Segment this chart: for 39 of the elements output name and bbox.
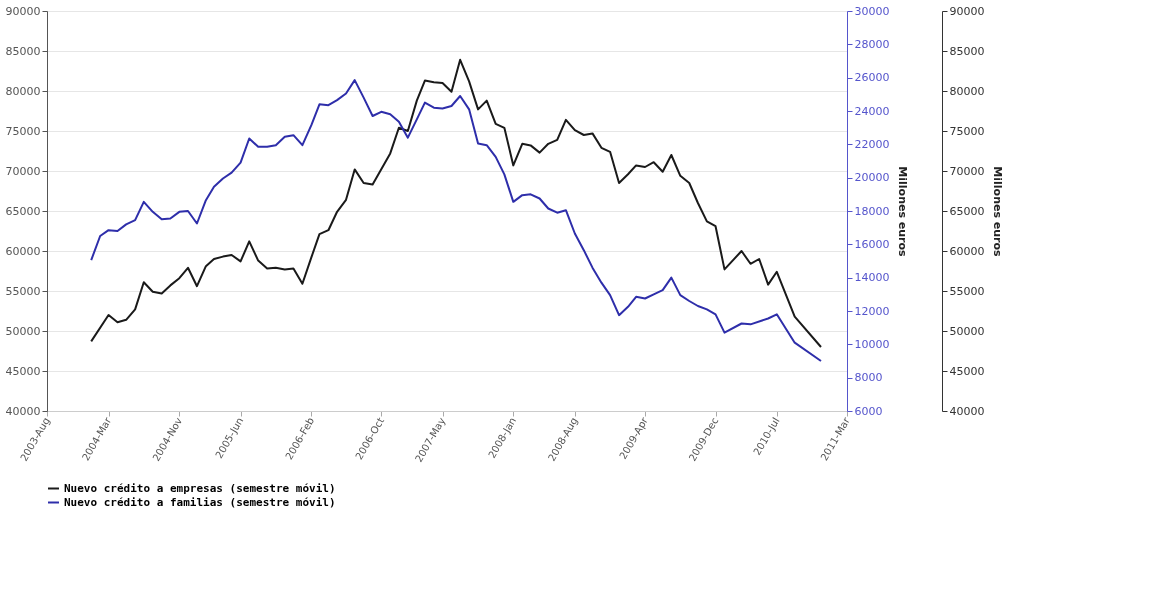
y2-tick-label: 75000 [949,124,985,138]
y3-tick-label: 24000 [854,104,890,118]
y2-tick-label: 60000 [949,244,985,258]
y2-tick-label: 65000 [949,204,985,218]
y3-tick-label: 8000 [854,371,883,385]
y3-tick-label: 28000 [854,37,890,51]
y2-tick-label: 90000 [949,4,985,18]
y2-tick-label: 85000 [949,44,985,58]
y3-tick-label: 12000 [854,304,890,318]
y3-tick-label: 22000 [854,137,890,151]
y2-tick-label: 50000 [949,324,985,338]
y3-tick-label: 16000 [854,237,890,251]
legend-label: Nuevo crédito a empresas (semestre móvil) [64,481,336,495]
legend-label: Nuevo crédito a familias (semestre móvil) [64,495,336,509]
y-tick-label: 75000 [5,124,41,138]
y-tick-label: 80000 [5,84,41,98]
y3-tick-label: 6000 [854,404,883,418]
y-tick-label: 50000 [5,324,41,338]
y-tick-label: 85000 [5,44,41,58]
y2-tick-label: 80000 [949,84,985,98]
y-tick-label: 70000 [5,164,41,178]
y3-tick-label: 10000 [854,337,890,351]
y-tick-label: 90000 [5,4,41,18]
y3-tick-label: 20000 [854,171,890,185]
y3-axis-title: Millones euros [896,166,910,258]
y-tick-label: 65000 [5,204,41,218]
y2-axis-title: Millones euros [991,166,1005,258]
y3-tick-label: 26000 [854,71,890,85]
y-tick-label: 45000 [5,364,41,378]
y3-tick-label: 18000 [854,204,890,218]
y3-tick-label: 30000 [854,4,890,18]
y-tick-label: 40000 [5,404,41,418]
y3-tick-label: 14000 [854,271,890,285]
y2-tick-label: 70000 [949,164,985,178]
y2-tick-label: 40000 [949,404,985,418]
y2-tick-label: 55000 [949,284,985,298]
y-tick-label: 60000 [5,244,41,258]
y2-tick-label: 45000 [949,364,985,378]
y-tick-label: 55000 [5,284,41,298]
